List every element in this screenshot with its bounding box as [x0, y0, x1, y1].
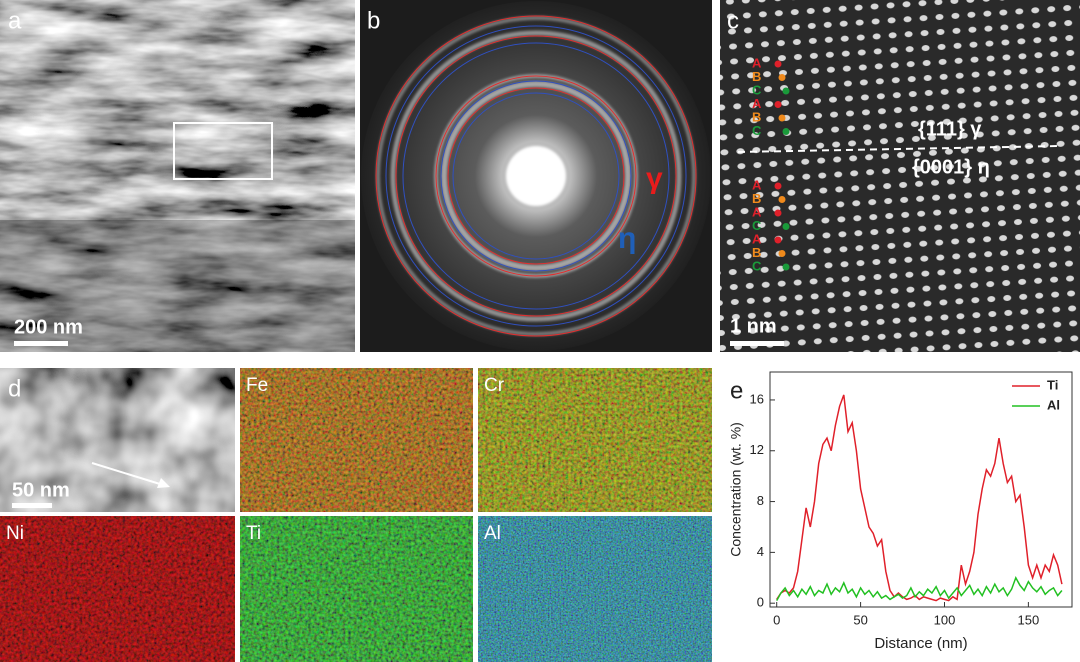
atom-marker: [778, 74, 786, 81]
stacking-letter: B: [752, 191, 761, 206]
element-label: Al: [484, 523, 501, 544]
scale-bar: [12, 503, 52, 508]
panel-label: d: [8, 375, 21, 402]
atom-marker: [778, 250, 786, 257]
line-series: [776, 394, 1063, 602]
atom-marker: [782, 87, 790, 95]
element-map: [478, 368, 712, 512]
rings: [375, 15, 697, 337]
scan-line: [91, 462, 161, 485]
micrograph-a-texture: [0, 0, 355, 352]
plot-frame: [769, 371, 1073, 608]
stacking-letter: B: [752, 69, 761, 84]
x-tick-label: 0: [773, 612, 780, 627]
plane-label: {0001} η: [912, 156, 990, 178]
plane-label: {111} γ: [918, 118, 982, 140]
atom-marker: [774, 101, 782, 108]
scale-bar: [14, 341, 68, 346]
panel-label: a: [8, 7, 22, 34]
atom-marker: [774, 209, 782, 217]
x-tick-label: 100: [934, 612, 956, 627]
x-tick-label: 50: [853, 612, 867, 627]
legend-label: Al: [1047, 397, 1060, 412]
scale-bar-label: 200 nm: [14, 316, 83, 338]
inset-box: [173, 122, 273, 180]
hrtem: [720, 0, 1080, 352]
atom-marker: [774, 236, 782, 244]
element-label: Ti: [246, 523, 261, 544]
panel-label: b: [367, 7, 380, 34]
stacking-letter: A: [752, 204, 762, 219]
scale-bar: [730, 341, 784, 346]
atom-marker: [778, 114, 786, 122]
element-map: [240, 516, 473, 662]
y-tick-label: 0: [757, 595, 764, 610]
stacking-letter: C: [752, 258, 762, 273]
element-map: [240, 368, 473, 512]
scale-bar-label: 1 nm: [730, 315, 777, 337]
ring-label: η: [618, 222, 636, 255]
stacking-letter: B: [752, 109, 761, 124]
y-tick-label: 4: [757, 544, 764, 559]
atom-marker: [778, 196, 786, 203]
line-series: [776, 576, 1063, 601]
element-map: [478, 516, 712, 662]
panel-label: e: [730, 377, 743, 404]
y-tick-label: 8: [757, 493, 764, 508]
shade: [0, 220, 355, 352]
stacking-letter: A: [752, 55, 762, 70]
legend-label: Ti: [1047, 377, 1058, 392]
element-map: [0, 516, 235, 662]
central-beam: [506, 146, 566, 206]
stacking-letter: A: [752, 231, 762, 246]
element-label: Ni: [6, 523, 24, 544]
haadf-texture: [0, 368, 235, 512]
atom-marker: [782, 223, 790, 230]
panel-label: c: [727, 7, 739, 34]
stacking-letter: C: [752, 218, 762, 233]
element-label: Cr: [484, 375, 505, 396]
y-tick-label: 16: [750, 391, 764, 406]
atom-marker: [774, 182, 782, 190]
stacking-letter: A: [752, 177, 762, 192]
y-tick-label: 12: [750, 442, 764, 457]
atom-marker: [782, 263, 790, 271]
element-label: Fe: [246, 375, 268, 396]
stacking-letter: C: [752, 82, 762, 97]
atom-marker: [774, 60, 782, 68]
scale-bar-label: 50 nm: [12, 479, 70, 501]
stacking-letter: A: [752, 96, 762, 111]
interface-line: [737, 145, 1061, 153]
atom-marker: [782, 128, 790, 135]
stacking-letter: B: [752, 245, 761, 260]
ring-label: γ: [646, 162, 663, 195]
x-axis-label: Distance (nm): [874, 635, 967, 652]
stacking-letter: C: [752, 123, 762, 138]
y-axis-label: Concentration (wt. %): [728, 422, 744, 557]
x-tick-label: 150: [1018, 612, 1040, 627]
arrow-head: [157, 478, 170, 488]
